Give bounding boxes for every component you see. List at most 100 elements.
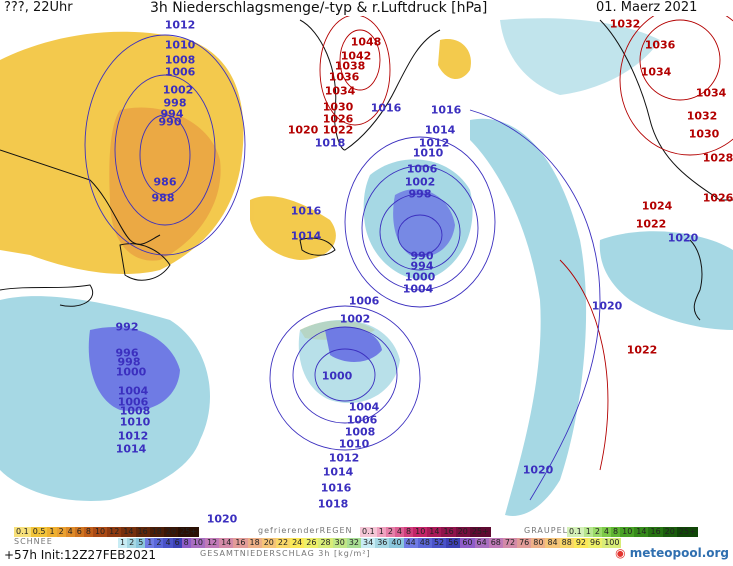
snow-area-norway [599, 231, 733, 330]
legend-snow-swatch: 80 [531, 538, 546, 548]
legend-fz-swatch: 16 [441, 527, 456, 537]
legend-graupel-swatch: 2 [592, 527, 602, 537]
legend-graupel-swatch: 10 [620, 527, 635, 537]
legend-snow: 1 2 5 1 2 4 6 8 10 12 14 16 18 20 22 24 26 28 30 32 34 36 40 44… [118, 538, 622, 548]
legend-snow-swatch: 14 [219, 538, 234, 548]
isobar-label-blue: 1006 [164, 65, 196, 79]
logo-text: meteopool.org [629, 546, 729, 560]
isobar-label-blue: 1000 [115, 365, 147, 379]
snow-areas [0, 18, 733, 516]
legend-graupel-swatch: 25+ [676, 527, 698, 537]
legend-freezing-rain-label: gefrierenderREGEN [258, 526, 353, 535]
coast-iceland [299, 237, 336, 256]
isobar-label-blue: 1020 [522, 463, 554, 477]
legend-rain-swatch: 10 [92, 527, 108, 537]
legend-fz-swatch: 0.1 [360, 527, 377, 537]
legend-snow-swatch: 8 [181, 538, 191, 548]
isobar-label-blue: 1000 [321, 369, 353, 383]
snow-area-lower-core [325, 326, 382, 362]
legend-rain-swatch: 0.5 [30, 527, 48, 537]
isobar-label-red: 1036 [644, 38, 676, 52]
isobar-low-cyclone-1 [397, 214, 443, 256]
legend-snow-swatch: 52 [431, 538, 447, 548]
isobar-label-blue: 992 [115, 320, 139, 334]
legend-snow-swatch: 36 [375, 538, 390, 548]
legend-snow-swatch: 44 [403, 538, 418, 548]
map-title: 3h Niederschlagsmenge/-typ & r.Luftdruck… [150, 0, 488, 16]
legend-snow-swatch: 1 [118, 538, 128, 548]
isobar-label-red: 1026 [322, 112, 354, 126]
legend-snow-swatch: 84 [545, 538, 560, 548]
isobar-label-blue: 1014 [115, 442, 147, 456]
legend-snow-swatch: 20 [261, 538, 276, 548]
legend-fz-swatch: 1 [376, 527, 386, 537]
legend-graupel-swatch: 1 [583, 527, 593, 537]
legend-graupel-swatch: 0.1 [567, 527, 584, 537]
rain-area-mid [250, 196, 336, 260]
isobar-label-blue: 1008 [344, 425, 376, 439]
meteopool-logo[interactable]: ◉ meteopool.org [615, 546, 729, 560]
legend-snow-swatch: 18 [247, 538, 262, 548]
isobar-label-blue: 1012 [418, 136, 450, 150]
isobar-label-blue: 1006 [406, 162, 438, 176]
legend-rain-swatch: 1 [47, 527, 57, 537]
snow-area-south-core [88, 326, 180, 411]
legend-snow-swatch: 12 [204, 538, 220, 548]
legend-snow-swatch: 6 [172, 538, 182, 548]
isobar-label-blue: 1016 [430, 103, 462, 117]
coastlines [0, 19, 733, 321]
isobar-label-blue: 1010 [119, 415, 151, 429]
isobar-label-blue: 990 [158, 115, 182, 129]
isobar-low-cyclone-3 [361, 165, 479, 291]
isobar-high-greenland-2 [319, 16, 391, 126]
isobar-label-blue: 1006 [348, 294, 380, 308]
isobar-label-red: 1042 [340, 49, 372, 63]
isobar-label-blue: 1012 [117, 429, 149, 443]
isobar-label-red: 1032 [686, 109, 718, 123]
isobar-low-cyclone-4 [344, 136, 496, 308]
isobar-label-blue: 1008 [164, 53, 196, 67]
legend-rain-swatch: 6 [74, 527, 84, 537]
legend-fz-swatch: 4 [394, 527, 405, 537]
legend-snow-swatch: 72 [502, 538, 518, 548]
legend-fz-swatch: 14 [427, 527, 442, 537]
snow-area-band [470, 118, 587, 516]
legend-snow-swatch: 96 [588, 538, 603, 548]
legend-fz-swatch: 20 [455, 527, 470, 537]
legend-snow-swatch: 56 [446, 538, 461, 548]
legend-rain-swatch: 18 [149, 527, 164, 537]
isobar-label-blue: 1016 [290, 204, 322, 218]
isobar-label-red: 1034 [640, 65, 672, 79]
legend-rain-swatch: 20 [163, 527, 179, 537]
isobar-label-red: 1022 [626, 343, 658, 357]
isobar-label-blue: 988 [151, 191, 175, 205]
legend-snow-swatch: 30 [332, 538, 347, 548]
isobar-low-labrador-1 [139, 114, 191, 196]
isobar-label-blue: 1014 [290, 229, 322, 243]
legend-total-label: GESAMTNIEDERSCHLAG 3h [kg/m²] [200, 549, 371, 558]
isobar-low-lower-1 [314, 348, 376, 402]
isobar-high-greenland-1 [339, 29, 381, 91]
isobar-label-red: 1030 [688, 127, 720, 141]
isobar-high-scandinavia-1 [639, 19, 721, 101]
isobar-label-blue: 998 [117, 355, 141, 369]
isobar-low-labrador-2 [114, 74, 216, 226]
coast-nova-scotia [0, 284, 93, 307]
isobar-low-labrador-3 [84, 34, 246, 256]
isobar-label-red: 1020 [287, 123, 319, 137]
legend-fz-swatch: 2 [385, 527, 395, 537]
legend-snow-swatch: 2 [154, 538, 164, 548]
legend-snow-swatch: 76 [517, 538, 532, 548]
isobar-label-blue: 1002 [339, 312, 371, 326]
isobar-label-blue: 1006 [346, 413, 378, 427]
legend-snow-swatch: 4 [163, 538, 173, 548]
isobar-label-blue: 1020 [591, 299, 623, 313]
rain-area-core [109, 107, 221, 261]
isobar-label-blue: 1020 [206, 512, 238, 526]
isobar-label-red: 1032 [609, 17, 641, 31]
legend-graupel-swatch: 20 [662, 527, 677, 537]
isobar-label-blue: 1012 [328, 451, 360, 465]
legend-snow-swatch: 68 [488, 538, 503, 548]
isobar-label-blue: 1010 [412, 146, 444, 160]
